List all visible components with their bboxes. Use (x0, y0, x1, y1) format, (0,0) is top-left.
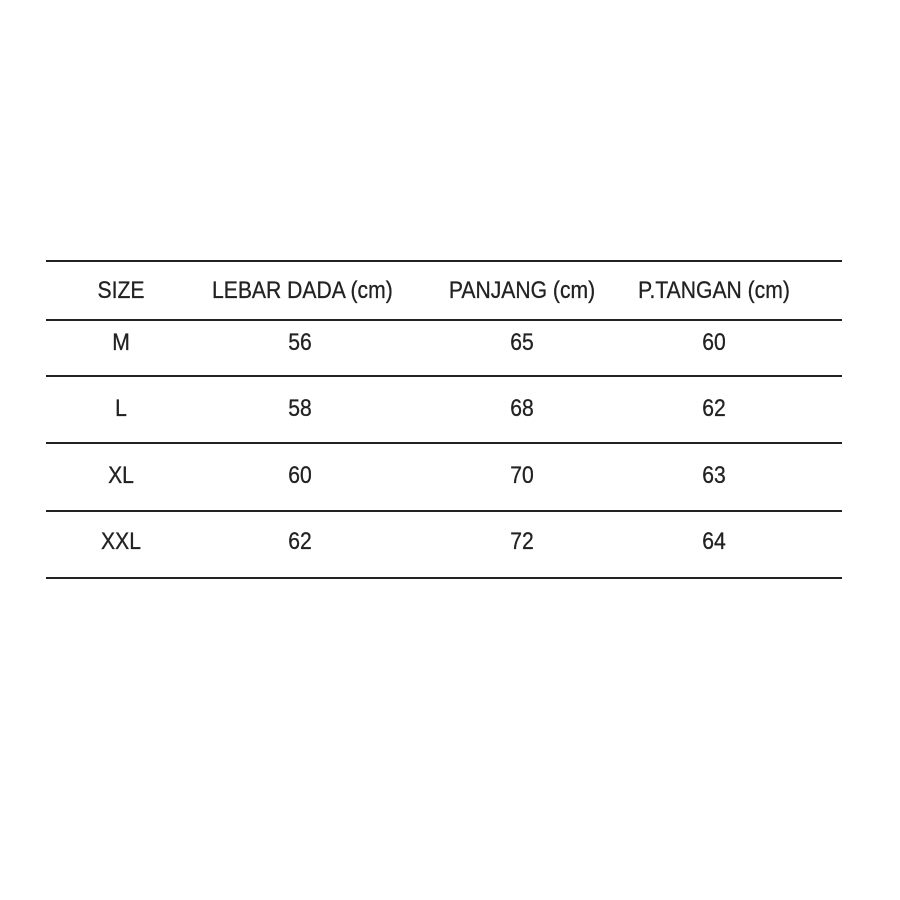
size-label: XXL (101, 528, 141, 555)
measurement-cell: 58 (288, 395, 312, 422)
table-divider (46, 319, 842, 321)
measurement-cell: 60 (702, 329, 726, 356)
measurement-cell: 62 (288, 528, 312, 555)
size-label: M (112, 329, 130, 356)
column-header: SIZE (97, 277, 145, 304)
measurement-cell: 72 (510, 528, 534, 555)
column-header: P.TANGAN (cm) (638, 277, 790, 304)
measurement-cell: 64 (702, 528, 726, 555)
size-label: XL (108, 462, 134, 489)
column-header: LEBAR DADA (cm) (212, 277, 393, 304)
measurement-cell: 70 (510, 462, 534, 489)
table-divider (46, 577, 842, 579)
table-divider (46, 260, 842, 262)
column-header: PANJANG (cm) (448, 277, 596, 304)
size-label: L (115, 395, 127, 422)
measurement-cell: 63 (702, 462, 726, 489)
table-divider (46, 375, 842, 377)
measurement-cell: 60 (288, 462, 312, 489)
measurement-cell: 65 (510, 329, 534, 356)
table-divider (46, 442, 842, 444)
measurement-cell: 62 (702, 395, 726, 422)
table-divider (46, 510, 842, 512)
measurement-cell: 68 (510, 395, 534, 422)
measurement-cell: 56 (288, 329, 312, 356)
